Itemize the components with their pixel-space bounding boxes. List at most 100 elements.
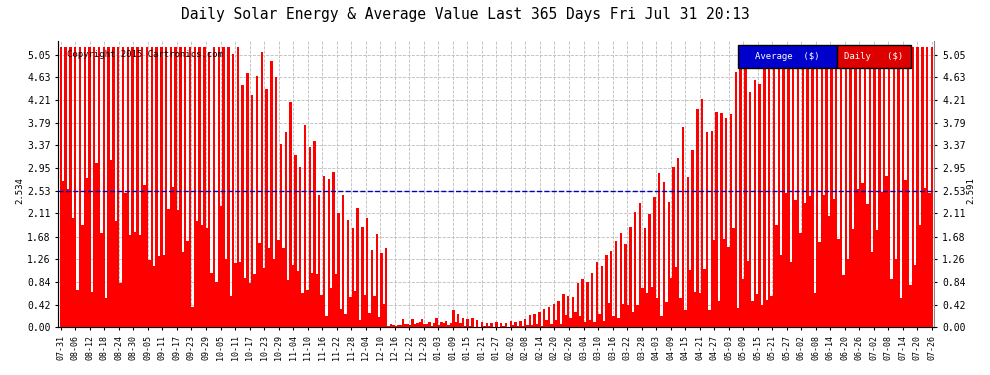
Bar [490, 322, 493, 327]
Bar [838, 239, 840, 327]
Bar [753, 80, 756, 327]
Bar [177, 210, 179, 327]
Bar [909, 285, 912, 327]
Bar [59, 46, 62, 327]
Bar [134, 232, 137, 327]
Bar [794, 201, 797, 327]
Bar [567, 296, 569, 327]
Bar [402, 319, 404, 327]
Bar [871, 252, 873, 327]
Bar [441, 322, 443, 327]
Bar [931, 46, 934, 327]
Bar [644, 228, 646, 327]
Bar [124, 193, 127, 327]
Bar [429, 322, 431, 327]
Bar [117, 46, 120, 327]
Bar [358, 320, 361, 327]
Bar [103, 46, 105, 327]
Bar [823, 195, 826, 327]
Bar [708, 310, 711, 327]
Bar [893, 46, 895, 327]
Bar [454, 322, 457, 327]
Bar [436, 318, 438, 327]
Bar [723, 239, 725, 327]
Bar [505, 322, 507, 327]
Bar [311, 273, 313, 327]
Bar [351, 228, 354, 327]
Bar [270, 61, 272, 327]
Bar [682, 127, 684, 327]
Bar [108, 46, 110, 327]
Bar [564, 315, 567, 327]
Bar [459, 323, 461, 327]
Bar [313, 141, 316, 327]
Bar [404, 324, 407, 327]
Bar [81, 225, 83, 327]
Bar [316, 274, 318, 327]
Bar [711, 131, 713, 327]
Bar [340, 309, 342, 327]
Bar [225, 259, 227, 327]
Bar [66, 189, 69, 327]
Bar [230, 296, 232, 327]
Bar [782, 60, 785, 327]
Bar [675, 267, 677, 327]
Bar [321, 295, 323, 327]
Bar [275, 77, 277, 327]
Bar [137, 46, 139, 327]
Bar [785, 193, 787, 327]
Bar [115, 221, 117, 327]
Bar [926, 46, 929, 327]
Bar [457, 314, 459, 327]
Bar [172, 186, 174, 327]
Bar [309, 147, 311, 327]
Bar [596, 262, 598, 327]
Bar [814, 293, 816, 327]
Bar [335, 274, 338, 327]
Bar [917, 46, 919, 327]
Bar [370, 250, 373, 327]
Bar [630, 226, 632, 327]
Bar [601, 266, 603, 327]
Bar [189, 46, 191, 327]
Bar [900, 298, 902, 327]
Bar [861, 183, 864, 327]
Bar [576, 283, 579, 327]
Bar [756, 294, 758, 327]
Bar [294, 155, 297, 327]
Bar [929, 193, 931, 327]
Bar [488, 326, 490, 327]
Bar [811, 46, 814, 327]
Bar [802, 46, 804, 327]
Bar [375, 234, 378, 327]
Bar [248, 283, 251, 327]
Bar [318, 195, 321, 327]
Bar [627, 305, 630, 327]
Bar [665, 302, 667, 327]
Bar [748, 92, 751, 327]
Bar [512, 325, 515, 327]
Bar [859, 46, 861, 327]
Bar [105, 298, 108, 327]
Bar [517, 326, 519, 327]
Bar [704, 269, 706, 327]
Bar [758, 84, 761, 327]
Bar [289, 102, 292, 327]
Bar [720, 114, 723, 327]
Bar [132, 46, 134, 327]
Bar [761, 305, 763, 327]
Bar [541, 326, 544, 327]
Bar [873, 46, 876, 327]
Bar [658, 173, 660, 327]
Bar [397, 325, 399, 327]
Bar [260, 53, 263, 327]
Bar [572, 297, 574, 327]
Bar [100, 234, 103, 327]
Bar [780, 255, 782, 327]
Bar [806, 46, 809, 327]
Bar [744, 46, 746, 327]
Bar [672, 167, 675, 327]
Text: Daily Solar Energy & Average Value Last 365 Days Fri Jul 31 20:13: Daily Solar Energy & Average Value Last … [181, 8, 749, 22]
Bar [181, 252, 184, 327]
Bar [471, 318, 473, 327]
